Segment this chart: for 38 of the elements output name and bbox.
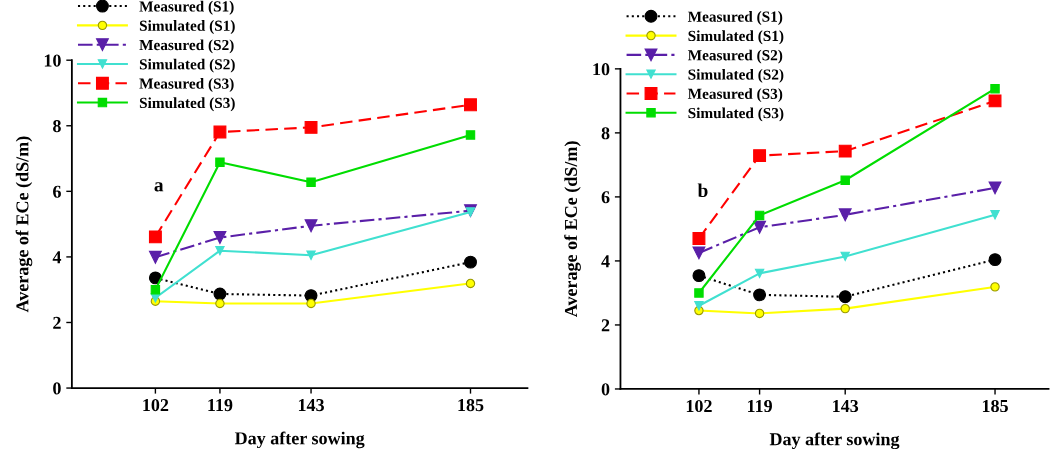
x-axis-title: Day after sowing <box>769 432 900 450</box>
legend-label: Measured (S1) <box>139 0 234 15</box>
x-tick-label: 119 <box>208 399 233 412</box>
legend-label: Simulated (S3) <box>688 107 784 122</box>
y-tick-label: 4 <box>601 255 610 268</box>
y-tick-label: 10 <box>593 63 610 76</box>
x-tick-label: 185 <box>982 399 1008 413</box>
legend-label: Simulated (S2) <box>688 68 784 83</box>
x-tick-label: 143 <box>833 399 859 413</box>
y-tick-label: 6 <box>601 191 610 204</box>
x-tick-label: 143 <box>298 399 324 412</box>
y-tick-label: 8 <box>601 127 610 140</box>
x-tick-label: 102 <box>143 398 169 412</box>
legend-label: Measured (S1) <box>687 11 783 25</box>
legend-label: Simulated (S3) <box>139 97 235 112</box>
y-axis-title: Average of ECe (dS/m) <box>564 141 581 318</box>
x-axis-title: Day after sowing <box>234 431 365 449</box>
x-tick-label: 102 <box>686 399 712 413</box>
annotation: a <box>154 182 164 192</box>
legend-label: Simulated (S1) <box>688 30 784 45</box>
x-tick-label: 185 <box>458 398 484 412</box>
y-tick-label: 6 <box>53 185 61 198</box>
legend-label: Simulated (S1) <box>139 20 235 34</box>
y-tick-label: 8 <box>53 120 61 133</box>
legend-label: Measured (S2) <box>687 49 783 64</box>
legend-label: Measured (S2) <box>139 39 234 54</box>
x-tick-label: 119 <box>747 399 772 413</box>
y-tick-label: 0 <box>53 382 61 395</box>
y-tick-label: 0 <box>601 383 610 396</box>
legend-label: Simulated (S2) <box>139 58 235 73</box>
annotation: b <box>697 183 708 198</box>
legend-label: Measured (S3) <box>139 78 234 92</box>
y-tick-label: 10 <box>44 54 61 67</box>
y-tick-label: 4 <box>52 251 62 264</box>
y-tick-label: 2 <box>601 319 610 332</box>
y-axis-title: Average of ECe (dS/m) <box>15 136 33 313</box>
y-tick-label: 2 <box>53 316 61 329</box>
legend-label: Measured (S3) <box>687 88 783 103</box>
